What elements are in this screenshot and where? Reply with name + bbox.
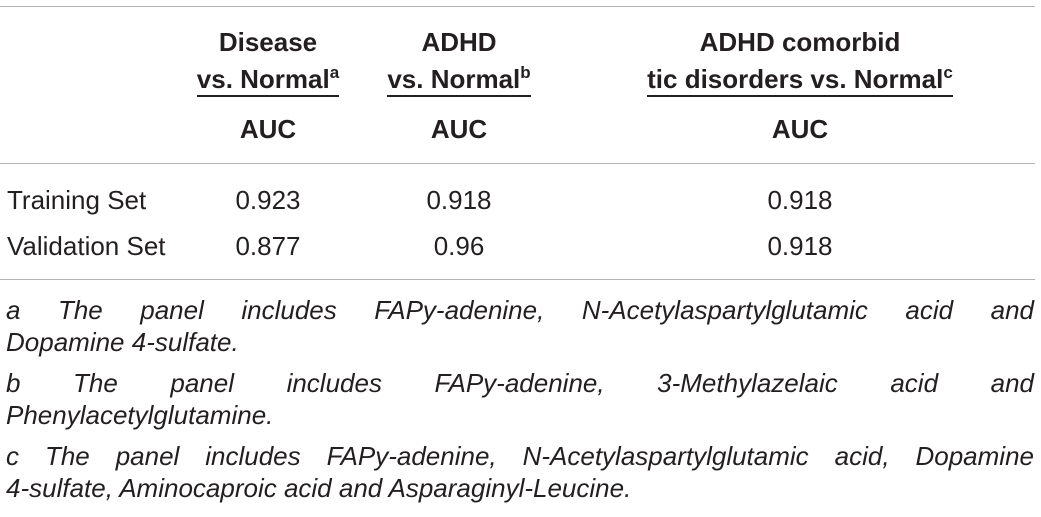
header-comorbid-line1: ADHD comorbid bbox=[699, 27, 901, 57]
footnote-c: c The panel includes FAPy-adenine, N-Ace… bbox=[6, 441, 1034, 503]
header-disease-line1: Disease bbox=[218, 27, 318, 57]
row-label-validation: Validation Set bbox=[7, 231, 166, 261]
footnote-b: b The panel includes FAPy-adenine, 3-Met… bbox=[6, 368, 1034, 430]
header-disease-line2: vs. Normala bbox=[178, 63, 358, 97]
header-adhd-metric: AUC bbox=[430, 114, 488, 144]
cell-training-adhd: 0.918 bbox=[426, 185, 492, 215]
cell-training-comorbid: 0.918 bbox=[767, 185, 833, 215]
header-comorbid-line2: tic disorders vs. Normalc bbox=[605, 63, 995, 97]
cell-validation-disease: 0.877 bbox=[235, 231, 301, 261]
cell-training-disease: 0.923 bbox=[235, 185, 301, 215]
header-disease-metric: AUC bbox=[239, 114, 297, 144]
header-adhd-line1: ADHD bbox=[421, 27, 497, 57]
cell-validation-comorbid: 0.918 bbox=[767, 231, 833, 261]
header-adhd-line2: vs. Normalb bbox=[368, 63, 550, 97]
table-bottom-rule bbox=[0, 279, 1035, 280]
header-comorbid-metric: AUC bbox=[771, 114, 829, 144]
footnote-a: a The panel includes FAPy-adenine, N-Ace… bbox=[6, 295, 1034, 357]
table-header-rule bbox=[0, 163, 1035, 164]
row-label-training: Training Set bbox=[7, 185, 147, 215]
cell-validation-adhd: 0.96 bbox=[433, 231, 485, 261]
table-top-rule bbox=[0, 6, 1035, 7]
